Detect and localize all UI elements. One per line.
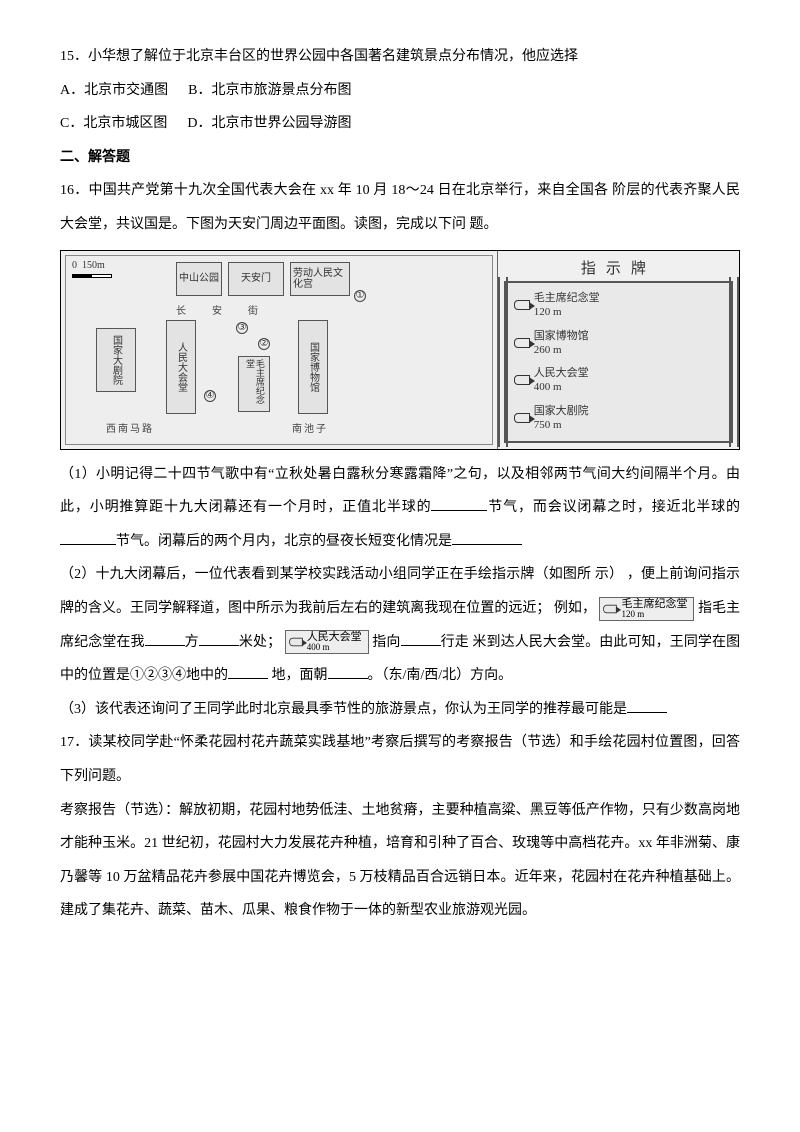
blank[interactable]: [431, 497, 487, 511]
marker-2: ②: [258, 338, 270, 350]
sign-item-4: 国家大剧院 750 m: [514, 404, 723, 433]
hand-icon: [514, 300, 530, 310]
q16-p1c: 节气。闭幕后的两个月内，北京的昼夜长短变化情况是: [116, 534, 452, 549]
sign-item-4-name: 国家大剧院: [534, 404, 589, 418]
block-guobo: 国家博物馆: [298, 320, 328, 414]
q15-option-a: A．北京市交通图: [60, 74, 168, 108]
q15-stem: 15．小华想了解位于北京丰台区的世界公园中各国著名建筑景点分布情况，他应选择: [60, 40, 740, 74]
blank[interactable]: [452, 531, 522, 545]
sign-item-1: 毛主席纪念堂 120 m: [514, 291, 723, 320]
blank[interactable]: [60, 531, 116, 545]
q16-figure: 0 150m 中山公园 天安门 劳动人民文化宫 ① 长 安 街 国家大剧院 人民…: [60, 250, 740, 450]
inline-sign-1: 毛主席纪念堂 120 m: [599, 597, 694, 621]
hand-icon: [514, 375, 530, 385]
scale-label: 150m: [82, 260, 105, 271]
q16-p2h: 地，面朝: [268, 668, 328, 683]
sign-item-2-dist: 260 m: [534, 343, 589, 357]
block-renmindahuitang: 人民大会堂: [166, 320, 196, 414]
hand-icon: [514, 413, 530, 423]
q16-stem: 16．中国共产党第十九次全国代表大会在 xx 年 10 月 18～24 日在北京…: [60, 174, 740, 241]
block-maozhuxitang: 毛主席纪念堂: [238, 356, 270, 412]
blank[interactable]: [145, 632, 185, 646]
scale-bar: [72, 274, 112, 278]
inline-sign-2: 人民大会堂 400 m: [285, 630, 369, 654]
hand-icon: [604, 604, 618, 613]
q16-p2c: 方: [185, 635, 199, 650]
inline-sign-1-dist: 120 m: [621, 610, 687, 620]
hand-icon: [514, 338, 530, 348]
sign-item-3-dist: 400 m: [534, 380, 589, 394]
blank[interactable]: [199, 632, 239, 646]
q16-p2f: 行走: [441, 635, 469, 650]
section-2-heading: 二、解答题: [60, 141, 740, 175]
block-zhongshan: 中山公园: [176, 262, 222, 296]
blank[interactable]: [228, 665, 268, 679]
road-nanchang: 西南马路: [106, 418, 154, 442]
sign-panel: 指示牌 毛主席纪念堂 120 m 国家博物馆 260 m 人民大会堂: [498, 251, 739, 449]
q16-p3: （3）该代表还询问了王同学此时北京最具季节性的旅游景点，你认为王同学的推荐最可能…: [60, 693, 740, 727]
sign-title: 指示牌: [504, 257, 733, 281]
q15-option-b: B．北京市旅游景点分布图: [188, 74, 351, 108]
sign-item-1-dist: 120 m: [534, 305, 600, 319]
inline-sign-1-name: 毛主席纪念堂: [621, 598, 687, 610]
sign-items: 毛主席纪念堂 120 m 国家博物馆 260 m 人民大会堂 400 m: [504, 281, 733, 443]
q17-report: 考察报告（节选）：解放初期，花园村地势低洼、土地贫瘠，主要种植高粱、黑豆等低产作…: [60, 794, 740, 928]
blank[interactable]: [401, 632, 441, 646]
sign-item-3-name: 人民大会堂: [534, 366, 589, 380]
block-dajuyuan: 国家大剧院: [96, 328, 136, 392]
block-laodong: 劳动人民文化宫: [290, 262, 350, 296]
scale-zero: 0: [72, 260, 77, 271]
sign-item-4-dist: 750 m: [534, 418, 589, 432]
map-panel: 0 150m 中山公园 天安门 劳动人民文化宫 ① 长 安 街 国家大剧院 人民…: [61, 251, 498, 449]
q15-options-row2: C．北京市城区图 D．北京市世界公园导游图: [60, 107, 740, 141]
q16-p2e: 指向: [372, 635, 400, 650]
q15-option-d: D．北京市世界公园导游图: [187, 107, 351, 141]
sign-item-2-name: 国家博物馆: [534, 329, 589, 343]
marker-3: ③: [236, 322, 248, 334]
q15-options-row1: A．北京市交通图 B．北京市旅游景点分布图: [60, 74, 740, 108]
inline-sign-2-dist: 400 m: [307, 643, 362, 653]
q16-p2: （2）十九大闭幕后，一位代表看到某学校实践活动小组同学正在手绘指示牌（如图所 示…: [60, 558, 740, 692]
map-canvas: 0 150m 中山公园 天安门 劳动人民文化宫 ① 长 安 街 国家大剧院 人民…: [65, 255, 493, 445]
marker-4: ④: [204, 390, 216, 402]
sign-item-3: 人民大会堂 400 m: [514, 366, 723, 395]
q16-p1: （1）小明记得二十四节气歌中有“立秋处暑白露秋分寒露霜降”之句，以及相邻两节气间…: [60, 458, 740, 559]
sign-item-1-name: 毛主席纪念堂: [534, 291, 600, 305]
q17-stem: 17．读某校同学赴“怀柔花园村花卉蔬菜实践基地”考察后撰写的考察报告（节选）和手…: [60, 726, 740, 793]
q16-p3-text: （3）该代表还询问了王同学此时北京最具季节性的旅游景点，你认为王同学的推荐最可能…: [60, 702, 627, 717]
blank[interactable]: [627, 699, 667, 713]
marker-1: ①: [354, 290, 366, 302]
q16-p2d: 米处；: [239, 635, 281, 650]
road-nanchi: 南池子: [292, 418, 328, 442]
sign-item-2: 国家博物馆 260 m: [514, 329, 723, 358]
hand-icon: [289, 638, 303, 647]
q15-option-c: C．北京市城区图: [60, 107, 167, 141]
blank[interactable]: [328, 665, 368, 679]
block-tiananmen: 天安门: [228, 262, 284, 296]
q16-p1b: 节气，而会议闭幕之时，接近北半球的: [487, 500, 740, 515]
q16-p2i: 。（东/南/西/北）方向。: [368, 668, 513, 683]
map-scale: 0 150m: [72, 260, 112, 278]
